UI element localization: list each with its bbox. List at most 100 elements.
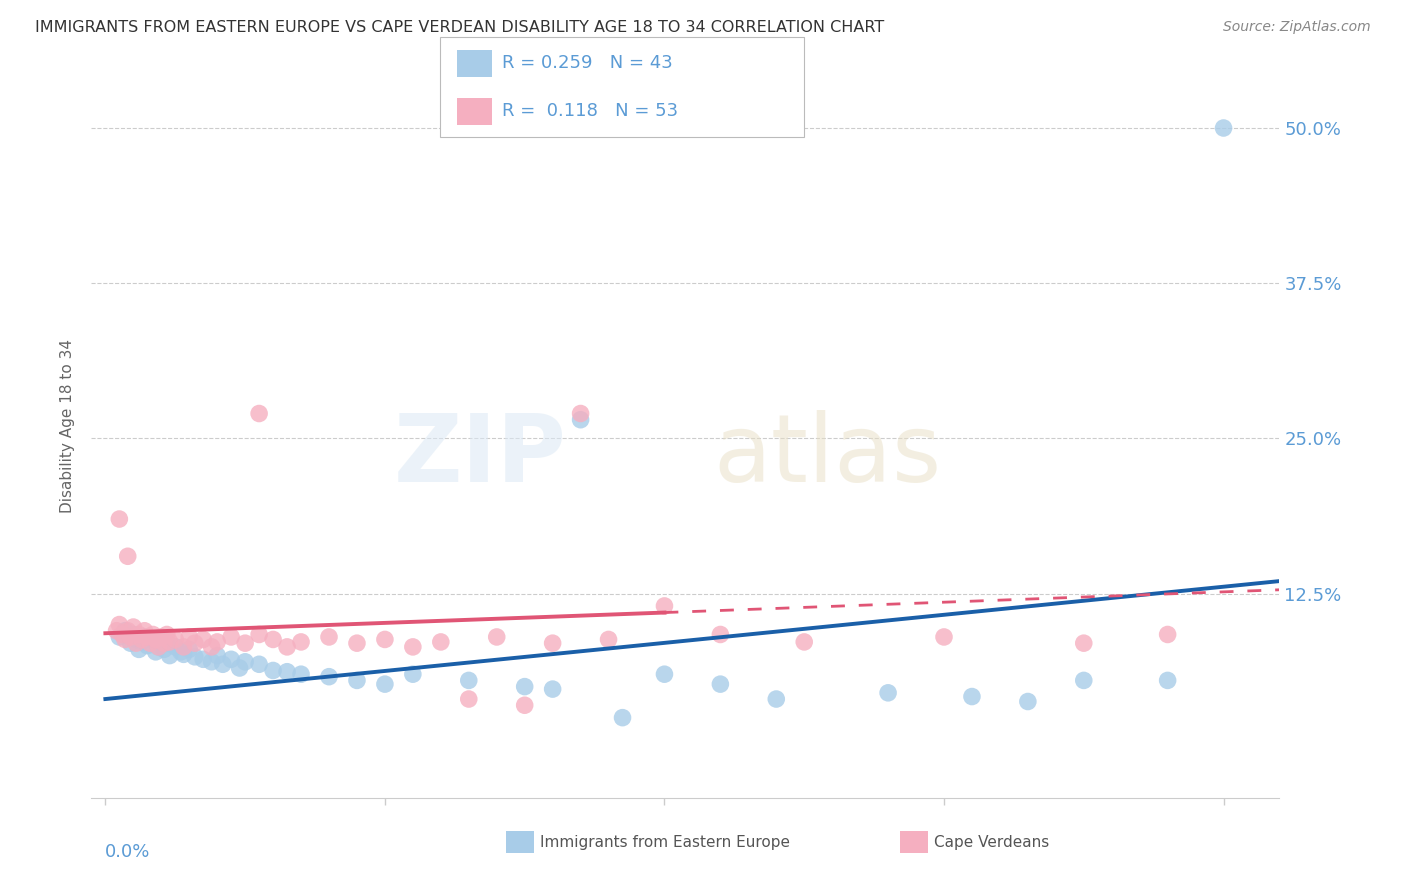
Text: R = 0.259   N = 43: R = 0.259 N = 43 [502, 54, 672, 72]
Point [960, 690, 983, 704]
Point [156, 627, 179, 641]
Point [374, 632, 396, 647]
Point [150, 632, 173, 647]
Point [117, 549, 139, 564]
Point [139, 636, 162, 650]
Point [122, 620, 145, 634]
Point [346, 673, 368, 688]
Point [122, 627, 145, 641]
Point [346, 636, 368, 650]
Point [145, 632, 167, 647]
Point [184, 636, 207, 650]
Point [457, 673, 479, 688]
Point [139, 632, 162, 647]
Text: Immigrants from Eastern Europe: Immigrants from Eastern Europe [540, 835, 790, 849]
Point [159, 648, 181, 663]
Point [184, 649, 207, 664]
Point [131, 635, 153, 649]
Point [1073, 673, 1095, 688]
Point [247, 627, 270, 641]
Point [262, 632, 284, 647]
Point [457, 692, 479, 706]
Point [598, 632, 620, 647]
Point [1073, 636, 1095, 650]
Point [290, 667, 312, 681]
Point [541, 682, 564, 697]
Text: R =  0.118   N = 53: R = 0.118 N = 53 [502, 103, 678, 120]
Point [153, 636, 176, 650]
Point [233, 655, 256, 669]
Point [569, 407, 592, 421]
Point [136, 630, 159, 644]
Point [131, 632, 153, 647]
Point [709, 677, 731, 691]
Point [205, 648, 228, 663]
Point [200, 640, 222, 654]
Point [179, 630, 201, 644]
Point [150, 630, 173, 644]
Point [128, 642, 150, 657]
Point [318, 630, 340, 644]
Point [513, 680, 536, 694]
Point [125, 632, 148, 647]
Point [170, 645, 193, 659]
Text: Source: ZipAtlas.com: Source: ZipAtlas.com [1223, 20, 1371, 34]
Point [247, 407, 270, 421]
Point [105, 624, 128, 638]
Point [247, 657, 270, 672]
Point [219, 652, 242, 666]
Text: 0.0%: 0.0% [105, 843, 150, 861]
Text: Cape Verdeans: Cape Verdeans [934, 835, 1049, 849]
Point [179, 642, 201, 657]
Point [793, 635, 815, 649]
Point [211, 657, 233, 672]
Point [120, 636, 142, 650]
Point [219, 630, 242, 644]
Point [402, 640, 425, 654]
Point [108, 512, 131, 526]
Point [128, 627, 150, 641]
Point [228, 661, 250, 675]
Point [117, 624, 139, 638]
Y-axis label: Disability Age 18 to 34: Disability Age 18 to 34 [60, 339, 76, 513]
Point [125, 636, 148, 650]
Point [233, 636, 256, 650]
Point [134, 630, 156, 644]
Point [877, 686, 900, 700]
Point [193, 632, 215, 647]
Point [200, 655, 222, 669]
Point [136, 639, 159, 653]
Point [165, 640, 187, 654]
Text: atlas: atlas [714, 409, 942, 501]
Point [145, 645, 167, 659]
Point [318, 670, 340, 684]
Point [1017, 694, 1039, 708]
Point [276, 640, 298, 654]
Point [765, 692, 787, 706]
Point [374, 677, 396, 691]
Point [173, 648, 195, 662]
Point [932, 630, 955, 644]
Point [262, 664, 284, 678]
Point [148, 640, 170, 654]
Point [1212, 121, 1234, 136]
Point [114, 632, 136, 647]
Point [193, 652, 215, 666]
Point [541, 636, 564, 650]
Point [276, 665, 298, 679]
Point [108, 630, 131, 644]
Point [156, 636, 179, 650]
Point [402, 667, 425, 681]
Point [485, 630, 508, 644]
Point [290, 635, 312, 649]
Point [569, 413, 592, 427]
Point [165, 632, 187, 647]
Point [153, 642, 176, 657]
Point [159, 635, 181, 649]
Point [134, 624, 156, 638]
Text: IMMIGRANTS FROM EASTERN EUROPE VS CAPE VERDEAN DISABILITY AGE 18 TO 34 CORRELATI: IMMIGRANTS FROM EASTERN EUROPE VS CAPE V… [35, 20, 884, 35]
Point [654, 599, 676, 613]
Point [114, 624, 136, 638]
Point [709, 627, 731, 641]
Point [142, 627, 165, 641]
